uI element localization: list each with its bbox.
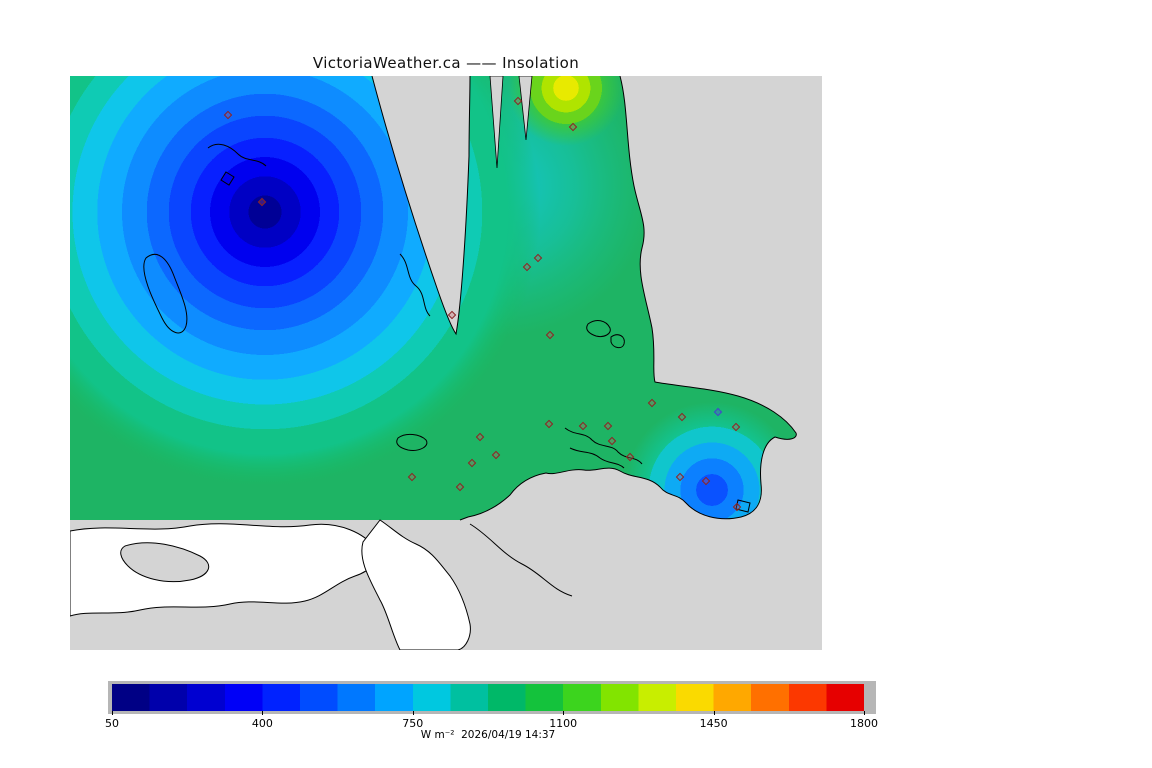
- colorbar-tick-mark: [262, 711, 264, 715]
- inlet-shapes: [489, 75, 533, 169]
- colorbar-gradient: [112, 684, 864, 711]
- coastlines: [143, 75, 797, 521]
- colorbar: [108, 681, 876, 714]
- colorbar-ticks: 50 400 750 1100 1450 1800: [105, 711, 878, 732]
- no-data-region: [69, 519, 573, 651]
- colorbar-tick-mark: [864, 711, 865, 715]
- colorbar-tick-label: 1450: [699, 717, 728, 730]
- colorbar-tick-label: 1100: [549, 717, 578, 730]
- colorbar-caption: W m⁻² 2026/04/19 14:37: [420, 729, 556, 741]
- colorbar-tick-label: 400: [251, 717, 273, 730]
- colorbar-tick-mark: [713, 711, 715, 715]
- map-canvas: [69, 75, 822, 651]
- map-svg: [69, 75, 822, 651]
- colorbar-tick-mark: [112, 711, 113, 715]
- colorbar-tick-label: 1800: [850, 717, 878, 730]
- map-title: VictoriaWeather.ca —— Insolation: [312, 54, 580, 72]
- colorbar-tick-label: 750: [402, 717, 424, 730]
- colorbar-tick-mark: [563, 711, 565, 715]
- colorbar-tick-mark: [412, 711, 414, 715]
- colorbar-tick-label: 50: [105, 717, 119, 730]
